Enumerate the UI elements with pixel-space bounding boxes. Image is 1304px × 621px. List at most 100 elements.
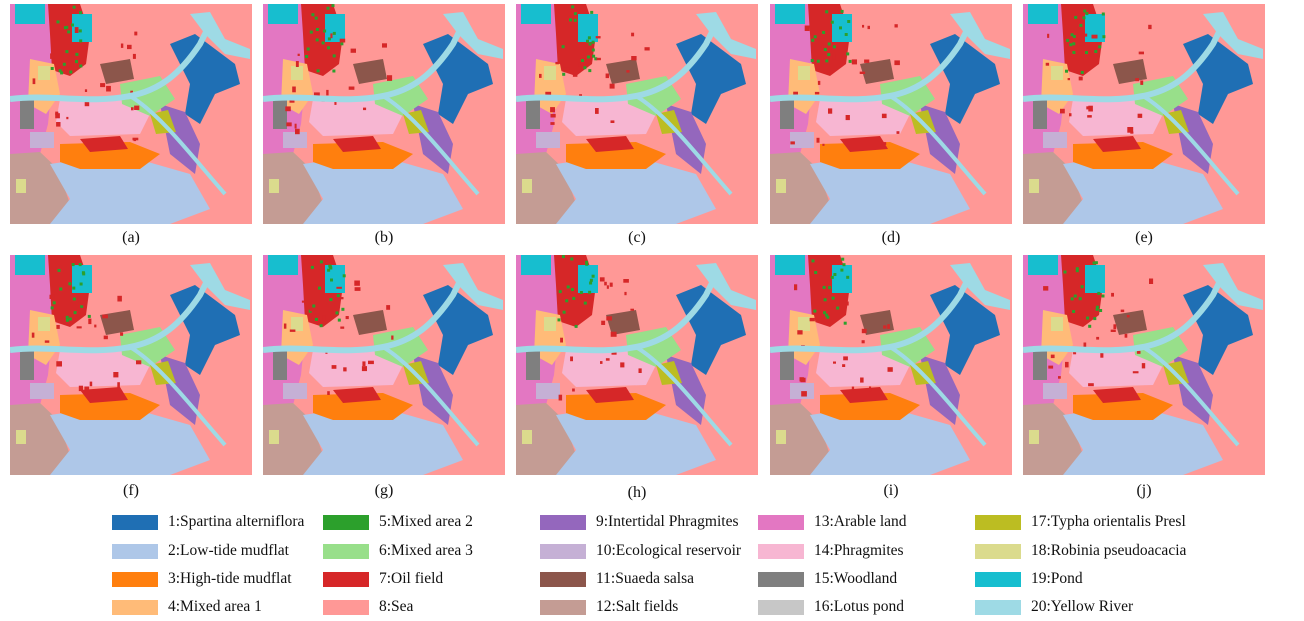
phragmites-area bbox=[562, 96, 656, 136]
mixed-area-2-patch bbox=[810, 59, 814, 62]
legend-label: 5:Mixed area 2 bbox=[379, 513, 473, 530]
mixed-area-2-patch bbox=[62, 62, 66, 66]
pond-area bbox=[268, 255, 298, 275]
mixed-area-2-patch bbox=[1093, 317, 1097, 321]
mixed-area-2-patch bbox=[823, 48, 827, 52]
ecological-reservoir-area bbox=[1043, 383, 1067, 399]
oil-field-patch bbox=[862, 24, 865, 28]
woodland-area bbox=[20, 350, 34, 380]
mixed-area-2-patch bbox=[78, 29, 82, 33]
oil-field-patch bbox=[1126, 315, 1130, 318]
oil-field-patch bbox=[1050, 354, 1055, 359]
map-panel-c bbox=[516, 4, 758, 224]
mixed-area-2-patch bbox=[1072, 51, 1076, 54]
mixed-area-2-patch bbox=[57, 268, 61, 272]
mixed-area-2-patch bbox=[340, 42, 344, 46]
oil-field-patch bbox=[1081, 33, 1088, 37]
oil-field-patch bbox=[343, 367, 347, 372]
oil-field-patch bbox=[80, 300, 85, 306]
mixed-area-2-patch bbox=[827, 42, 831, 46]
mixed-area-2-patch bbox=[813, 35, 817, 39]
panel-label-c: (c) bbox=[628, 229, 646, 246]
phragmites-area bbox=[309, 347, 403, 387]
yellow-river bbox=[1023, 273, 1226, 354]
pond-area bbox=[578, 265, 598, 293]
mixed-area-2-patch bbox=[843, 321, 847, 325]
legend-item-19: 19:Pond bbox=[975, 568, 1083, 590]
oil-field-patch bbox=[362, 361, 366, 366]
pond-area bbox=[775, 255, 805, 275]
legend: 1:Spartina alterniflora 2:Low-tide mudfl… bbox=[112, 511, 1302, 619]
legend-label: 14:Phragmites bbox=[814, 542, 904, 559]
mixed-area-2-patch bbox=[824, 313, 828, 317]
oil-field-patch bbox=[1141, 363, 1146, 369]
oil-field-patch bbox=[301, 300, 307, 303]
mixed-area-2-patch bbox=[1063, 270, 1067, 274]
oil-field-patch bbox=[84, 89, 88, 92]
robinia-area bbox=[522, 430, 532, 444]
mixed-area-2-patch bbox=[332, 31, 336, 35]
mixed-area-2-patch bbox=[846, 275, 850, 279]
oil-field-patch bbox=[340, 326, 345, 329]
oil-field-patch bbox=[799, 377, 804, 382]
mixed-area-2-patch bbox=[1070, 33, 1074, 37]
oil-field-patch bbox=[285, 106, 291, 112]
oil-field-patch bbox=[578, 62, 582, 67]
mixed-area-2-patch bbox=[1065, 69, 1068, 73]
mixed-area-2-patch bbox=[310, 265, 314, 269]
mixed-area-2-patch bbox=[840, 268, 844, 272]
oil-field-belt bbox=[1093, 136, 1141, 152]
mixed-area-2-patch bbox=[330, 278, 333, 282]
ecological-reservoir-area bbox=[536, 132, 560, 148]
phragmites-area bbox=[1069, 347, 1163, 387]
mixed-area-2-patch bbox=[315, 38, 319, 42]
robinia-area bbox=[798, 317, 810, 331]
mixed-area-2-patch bbox=[566, 285, 570, 289]
woodland-area bbox=[780, 99, 794, 129]
oil-field-patch bbox=[339, 38, 346, 43]
mixed-area-2-patch bbox=[319, 260, 323, 264]
robinia-area bbox=[544, 317, 556, 331]
mixed-area-2-patch bbox=[1072, 35, 1076, 38]
mixed-area-2-patch bbox=[329, 266, 333, 270]
yellow-river-mouth bbox=[696, 263, 756, 310]
legend-swatch bbox=[758, 599, 804, 615]
mixed-area-2-patch bbox=[830, 20, 834, 24]
oil-field-patch bbox=[295, 128, 300, 135]
suaeda-salsa-area bbox=[860, 59, 894, 84]
pond-area bbox=[72, 14, 92, 42]
high-tide-mudflat-area bbox=[313, 142, 413, 169]
oil-field-patch bbox=[572, 73, 578, 77]
legend-item-4: 4:Mixed area 1 bbox=[112, 596, 262, 618]
panel-label-f: (f) bbox=[123, 482, 139, 499]
legend-label: 9:Intertidal Phragmites bbox=[596, 513, 739, 530]
legend-label: 10:Ecological reservoir bbox=[596, 542, 742, 559]
map-panel-b bbox=[263, 4, 505, 224]
oil-field-patch bbox=[832, 54, 836, 60]
mixed-area-2-patch bbox=[572, 296, 576, 300]
mixed-area-2-patch bbox=[570, 288, 574, 292]
oil-field-patch bbox=[887, 324, 890, 329]
oil-field-belt bbox=[333, 387, 381, 403]
oil-field-patch bbox=[1043, 286, 1049, 291]
oil-field-patch bbox=[1060, 108, 1065, 114]
mixed-area-2-patch bbox=[1080, 285, 1084, 289]
yellow-river-mouth bbox=[190, 12, 250, 59]
oil-field-patch bbox=[869, 386, 872, 392]
panel-label-b: (b) bbox=[374, 229, 394, 246]
yellow-river-branch bbox=[888, 94, 987, 196]
oil-field-patch bbox=[579, 94, 582, 97]
suaeda-salsa-area bbox=[353, 310, 387, 335]
yellow-river-branch bbox=[1141, 94, 1240, 196]
oil-field-patch bbox=[555, 61, 559, 65]
mixed-area-2-patch bbox=[50, 306, 54, 310]
oil-field-patch bbox=[828, 108, 833, 114]
ecological-reservoir-area bbox=[30, 383, 54, 399]
oil-field-patch bbox=[1137, 113, 1143, 118]
oil-field-belt bbox=[80, 136, 128, 152]
ecological-reservoir-area bbox=[283, 383, 307, 399]
suaeda-salsa-area bbox=[1113, 59, 1147, 84]
mixed-area-2-patch bbox=[1102, 35, 1106, 39]
oil-field-patch bbox=[56, 325, 60, 329]
oil-field-patch bbox=[605, 358, 610, 361]
